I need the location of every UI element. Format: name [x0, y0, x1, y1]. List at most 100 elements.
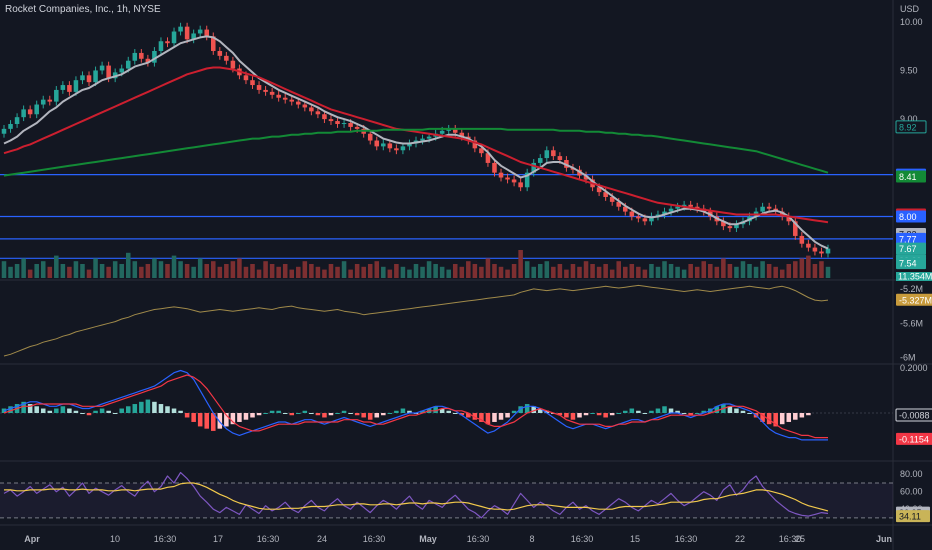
- macd-histogram-bar: [799, 413, 805, 418]
- volume-bar: [73, 261, 79, 278]
- volume-bar: [315, 266, 321, 278]
- volume-bar: [276, 266, 281, 278]
- candle-body: [341, 123, 347, 125]
- volume-bar: [184, 264, 190, 278]
- candle-body: [263, 89, 268, 92]
- candle-body: [276, 94, 281, 98]
- volume-bar: [309, 264, 314, 278]
- macd-histogram-bar: [282, 413, 288, 414]
- acc-tick-label: -5.6M: [900, 318, 923, 328]
- candle-body: [54, 89, 59, 102]
- macd-histogram-bar: [577, 413, 582, 418]
- macd-histogram-bar: [47, 410, 53, 413]
- time-axis-label: 25: [795, 534, 805, 544]
- macd-histogram-bar: [511, 410, 517, 413]
- candle-body: [622, 206, 628, 212]
- price-tag: 8.92: [899, 122, 917, 132]
- volume-bar: [459, 266, 465, 278]
- volume-bar: [413, 264, 419, 278]
- chart-title: Rocket Companies, Inc., 1h, NYSE: [5, 4, 161, 15]
- volume-bar: [289, 269, 295, 278]
- volume-bar: [498, 266, 504, 278]
- candle-body: [609, 196, 615, 202]
- macd-histogram-bar: [505, 413, 510, 418]
- volume-bar: [165, 264, 170, 278]
- macd-histogram-bar: [394, 410, 399, 413]
- candle-body: [354, 126, 360, 129]
- macd-histogram-bar: [309, 413, 314, 414]
- time-axis-label: 16:30: [154, 534, 177, 544]
- macd-histogram-bar: [230, 413, 236, 425]
- candle-body: [492, 162, 497, 173]
- volume-bar: [727, 264, 733, 278]
- macd-histogram-bar: [296, 413, 301, 414]
- macd-histogram-bar: [603, 413, 608, 418]
- candle-body: [734, 224, 739, 229]
- candle-body: [99, 65, 105, 71]
- rsi-tick-label: 60.00: [900, 487, 923, 497]
- macd-histogram-bar: [734, 408, 739, 413]
- macd-histogram-bar: [217, 413, 223, 429]
- candle-body: [596, 187, 602, 193]
- volume-bar: [106, 266, 111, 278]
- candle-body: [400, 146, 406, 151]
- price-tag-bg: [896, 242, 926, 255]
- volume-bar: [472, 264, 478, 278]
- volume-bar: [269, 264, 275, 278]
- volume-bar: [335, 266, 340, 278]
- macd-histogram-bar: [466, 413, 471, 418]
- volume-bar: [492, 264, 497, 278]
- volume-bar: [649, 264, 654, 278]
- candle-body: [531, 162, 536, 173]
- time-axis-label: 16:30: [779, 534, 802, 544]
- volume-bar: [361, 266, 366, 278]
- macd-histogram-bar: [766, 413, 772, 425]
- volume-bar: [806, 255, 811, 278]
- macd-histogram-bar: [276, 410, 281, 413]
- volume-bar: [786, 264, 792, 278]
- macd-tag-bg: [896, 432, 932, 445]
- macd-histogram-bar: [557, 413, 563, 416]
- candle-body: [511, 179, 517, 183]
- volume-bar: [191, 266, 196, 278]
- volume-bar: [237, 258, 242, 278]
- price-tag-bg: [896, 210, 926, 223]
- macd-histogram-bar: [740, 410, 746, 413]
- candle-body: [119, 68, 124, 73]
- time-axis-label: 16:30: [467, 534, 490, 544]
- candle-body: [217, 50, 223, 56]
- volume-bar: [747, 264, 752, 278]
- macd-histogram-bar: [328, 413, 334, 416]
- time-axis-label: 24: [317, 534, 327, 544]
- volume-bar: [381, 266, 386, 278]
- volume-bar: [34, 264, 39, 278]
- volume-bar: [577, 266, 582, 278]
- candle-body: [616, 201, 622, 207]
- time-axis-label: 10: [110, 534, 120, 544]
- candle-body: [394, 148, 399, 151]
- macd-histogram-bar: [178, 410, 183, 413]
- candle-body: [8, 123, 13, 129]
- volume-bar: [204, 264, 210, 278]
- candle-body: [197, 29, 203, 34]
- macd-histogram-bar: [596, 413, 602, 416]
- volume-bar: [119, 264, 124, 278]
- volume-tag-bg: [896, 272, 932, 281]
- candle-body: [60, 85, 66, 90]
- macd-histogram-bar: [760, 413, 765, 422]
- candle-body: [145, 58, 151, 63]
- macd-histogram-bar: [531, 406, 536, 413]
- time-axis-label: 22: [735, 534, 745, 544]
- candle-body: [583, 175, 589, 180]
- price-tag: 7.77: [899, 234, 917, 244]
- macd-histogram-bar: [191, 413, 196, 422]
- ma-line: [3, 127, 829, 177]
- candle-body: [210, 36, 216, 51]
- volume-bar: [760, 261, 765, 278]
- macd-histogram-bar: [629, 408, 635, 413]
- volume-bar: [655, 266, 661, 278]
- macd-histogram-bar: [747, 413, 752, 414]
- volume-bar: [531, 266, 536, 278]
- volume-bar: [367, 264, 373, 278]
